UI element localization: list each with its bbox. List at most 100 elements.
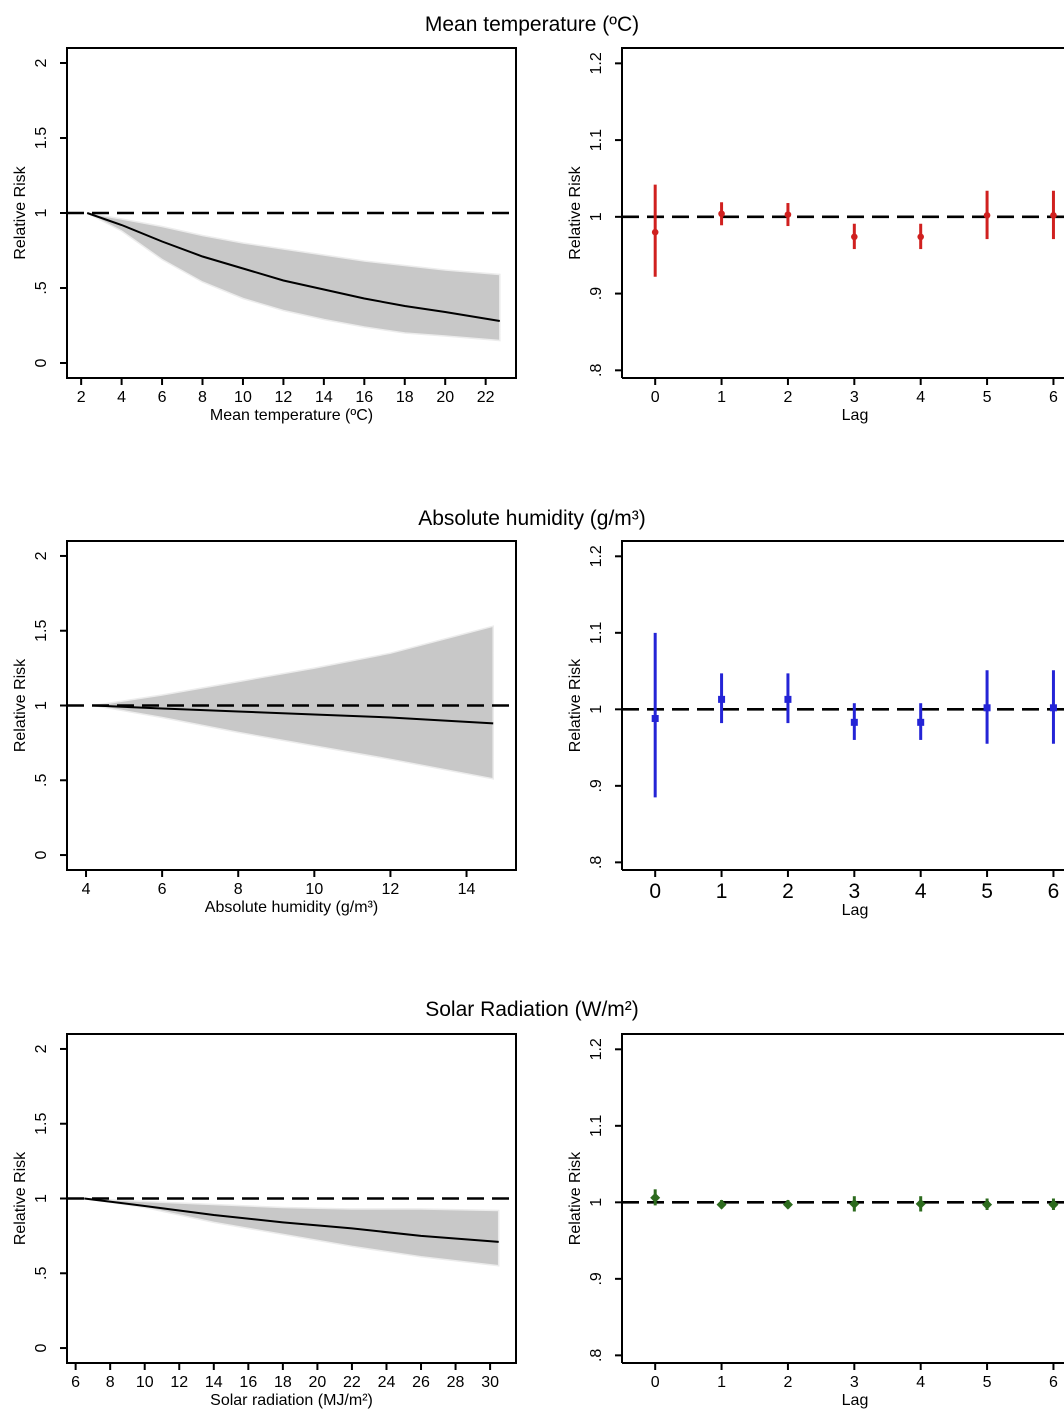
- x-tick-label: 5: [981, 880, 993, 903]
- data-point: [784, 211, 792, 218]
- x-tick-label: 2: [783, 1374, 792, 1391]
- data-point: [1048, 1199, 1059, 1210]
- x-tick-label: 6: [158, 389, 167, 406]
- x-tick-label: 2: [783, 389, 792, 406]
- chart-panel-3: 4 6 8 10 12 14 0 .5 1 1.5 2 Absolute humidity (g/m³…: [12, 540, 517, 916]
- x-tick-label: 28: [447, 1374, 465, 1391]
- chart-panel-5: 6 8 10 12 14 16 18 20 22 24 26 28 30 0 .5 1 1.5 2 Solar ra…: [12, 1033, 517, 1409]
- x-tick-label: 14: [315, 389, 333, 406]
- y-tick-label: .5: [33, 281, 50, 294]
- data-point: [1049, 704, 1057, 712]
- x-tick-label: 4: [915, 880, 927, 903]
- x-tick-label: 4: [916, 1374, 925, 1391]
- x-tick-label: 10: [136, 1374, 154, 1391]
- data-point: [917, 718, 925, 726]
- x-tick-label: 12: [382, 881, 400, 898]
- data-point: [982, 1199, 993, 1210]
- y-tick-label: 1: [588, 212, 605, 221]
- plot-frame: [621, 47, 1064, 378]
- x-tick-label: 14: [458, 881, 476, 898]
- x-tick-label: 24: [378, 1374, 396, 1391]
- x-tick-label: 8: [234, 881, 243, 898]
- y-tick-label: 1: [588, 1198, 605, 1207]
- y-tick-label: 0: [33, 1343, 50, 1352]
- x-tick-label: 1: [716, 880, 728, 903]
- plot-frame: [621, 540, 1064, 870]
- data-point: [651, 715, 659, 723]
- y-tick-label: 1.5: [33, 1113, 50, 1135]
- estimate-line: [86, 212, 500, 322]
- x-tick-label: 8: [198, 389, 207, 406]
- x-tick-label: 12: [170, 1374, 188, 1391]
- x-tick-label: 4: [117, 389, 126, 406]
- x-tick-label: 6: [1049, 389, 1058, 406]
- x-axis-label: Absolute humidity (g/m³): [205, 899, 378, 916]
- y-tick-label: .8: [588, 364, 605, 377]
- data-point: [716, 1199, 727, 1210]
- chart-title: Solar Radiation (W/m²): [425, 998, 639, 1021]
- chart-title: Absolute humidity (g/m³): [418, 507, 646, 530]
- y-axis-label: Relative Risk: [567, 658, 584, 752]
- x-tick-label: 5: [983, 389, 992, 406]
- x-axis-label: Lag: [842, 902, 869, 919]
- x-tick-label: 22: [477, 389, 495, 406]
- data-point: [784, 695, 792, 703]
- x-tick-label: 0: [649, 880, 661, 903]
- y-tick-label: 1.1: [588, 1115, 605, 1137]
- x-tick-label: 10: [305, 881, 323, 898]
- x-tick-label: 1: [717, 389, 726, 406]
- chart-panel-6: 0 1 2 3 4 5 6 .8 .9 1 1.1 1.2 Lag Relative Risk: [567, 1033, 1064, 1409]
- x-tick-label: 30: [481, 1374, 499, 1391]
- x-tick-label: 12: [275, 389, 293, 406]
- y-tick-label: 1.2: [588, 1038, 605, 1060]
- data-point: [983, 212, 991, 219]
- x-tick-label: 1: [717, 1374, 726, 1391]
- y-axis-label: Relative Risk: [567, 165, 584, 259]
- y-tick-label: .5: [33, 1266, 50, 1279]
- chart-panel-2: 0 1 2 3 4 5 6 .8 .9 1 1.1 1.2 Lag Relative Risk: [567, 47, 1064, 424]
- x-tick-label: 18: [396, 389, 414, 406]
- x-axis-label: Lag: [842, 407, 869, 424]
- x-tick-label: 3: [848, 880, 860, 903]
- x-tick-label: 16: [355, 389, 373, 406]
- y-tick-label: 1.2: [588, 52, 605, 74]
- estimate-line: [84, 1197, 499, 1243]
- x-tick-label: 14: [205, 1374, 223, 1391]
- x-tick-label: 20: [309, 1374, 327, 1391]
- x-tick-label: 3: [850, 1374, 859, 1391]
- y-tick-label: 2: [33, 1044, 50, 1053]
- data-point: [849, 1198, 860, 1209]
- data-point: [782, 1199, 793, 1210]
- y-tick-label: 1.1: [588, 622, 605, 644]
- chart-panel-1: 2 4 6 8 10 12 14 16 18 20 22 0 .5 1 1.5 2 Mean temperatu…: [12, 47, 517, 424]
- estimate-line: [93, 704, 494, 725]
- y-tick-label: .8: [588, 856, 605, 869]
- y-tick-label: 1.2: [588, 545, 605, 567]
- chart-panel-4: 0 1 2 3 4 5 6 .8 .9 1 1.1 1.2 Lag Relative Risk: [567, 540, 1064, 919]
- x-tick-label: 8: [106, 1374, 115, 1391]
- x-tick-label: 4: [82, 881, 91, 898]
- data-point: [718, 695, 726, 703]
- data-point: [983, 704, 991, 712]
- x-tick-label: 2: [782, 880, 794, 903]
- y-tick-label: .9: [588, 779, 605, 792]
- x-tick-label: 26: [412, 1374, 430, 1391]
- x-tick-label: 3: [850, 389, 859, 406]
- y-tick-label: 1.5: [33, 127, 50, 149]
- x-tick-label: 10: [234, 389, 252, 406]
- x-tick-label: 18: [274, 1374, 292, 1391]
- data-point: [850, 718, 858, 726]
- x-tick-label: 6: [1048, 880, 1060, 903]
- x-tick-label: 6: [158, 881, 167, 898]
- y-tick-label: .9: [588, 1272, 605, 1285]
- data-point: [1050, 212, 1057, 219]
- y-tick-label: 1: [33, 208, 50, 217]
- chart-title: Mean temperature (ºC): [425, 13, 639, 36]
- x-tick-label: 4: [916, 389, 925, 406]
- x-tick-label: 2: [77, 389, 86, 406]
- x-tick-label: 22: [343, 1374, 361, 1391]
- x-tick-label: 0: [651, 389, 660, 406]
- x-tick-label: 5: [983, 1374, 992, 1391]
- x-axis-label: Solar radiation (MJ/m²): [210, 1392, 373, 1409]
